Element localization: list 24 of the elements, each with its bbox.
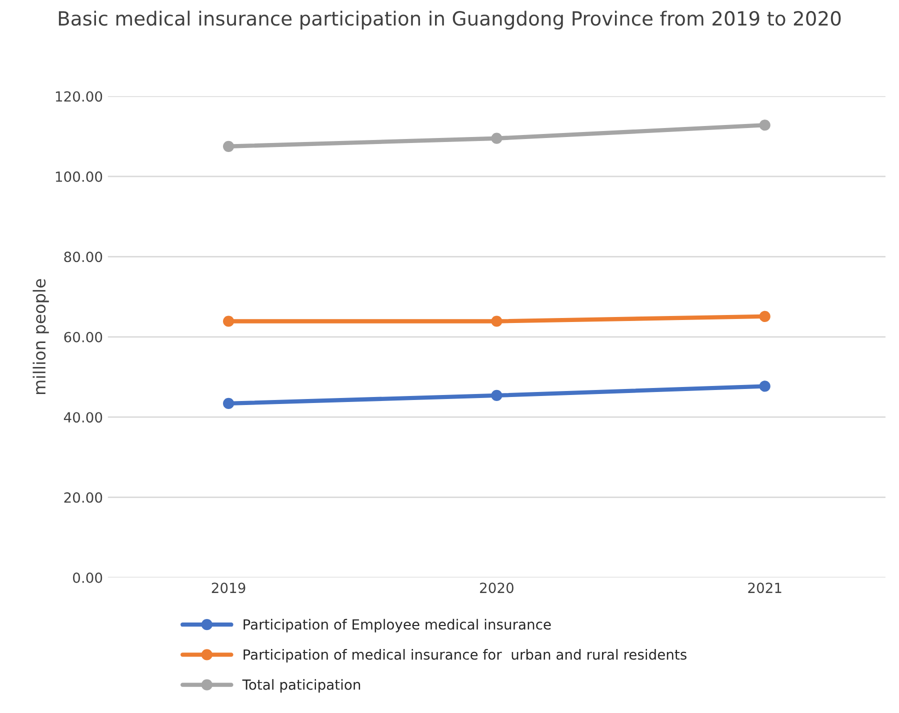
y-tick-label: 20.00 <box>64 492 102 503</box>
point <box>222 398 234 410</box>
point <box>759 310 770 322</box>
y-tick-label: 60.00 <box>64 332 102 342</box>
legend-label: Total paticipation <box>242 679 360 693</box>
chart-title: Basic medical insurance participation in Guangdong Province from 2019 to 2020 <box>58 10 841 30</box>
point <box>491 316 502 327</box>
y-axis-title: million people <box>32 279 49 394</box>
x-tick-label: 2020 <box>480 582 514 594</box>
point <box>491 132 502 144</box>
legend-label: Participation of medical insurance for urban and rural residents <box>244 649 686 662</box>
point <box>491 390 502 402</box>
point <box>759 120 770 131</box>
x-tick-label: 2021 <box>748 582 782 594</box>
y-tick-label: 0.00 <box>73 572 102 584</box>
point <box>222 316 234 327</box>
point <box>222 140 234 152</box>
y-tick-label: 80.00 <box>64 252 102 262</box>
y-tick-label: 100.00 <box>56 171 102 182</box>
point <box>759 380 770 392</box>
legend-label: Participation of Employee medical insurance <box>244 618 551 632</box>
y-tick-label: 120.00 <box>56 91 102 102</box>
x-tick-label: 2019 <box>212 582 246 594</box>
y-tick-label: 40.00 <box>64 412 102 423</box>
